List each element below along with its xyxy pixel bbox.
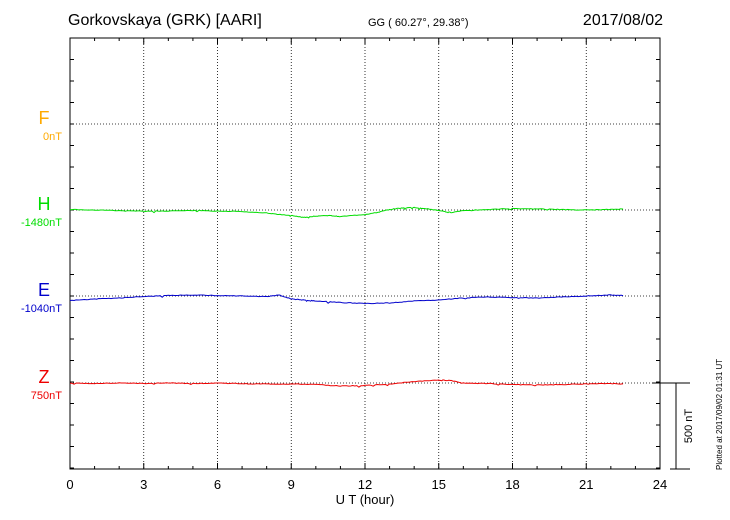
- component-label-f: F: [39, 108, 50, 128]
- x-tick-label: 9: [288, 477, 295, 492]
- plotted-timestamp: Plotted at 2017/09/02 01:31 UT: [715, 358, 724, 470]
- x-tick-label: 21: [579, 477, 593, 492]
- x-tick-label: 0: [66, 477, 73, 492]
- x-tick-label: 24: [653, 477, 667, 492]
- trace-e: [69, 294, 624, 305]
- x-tick-label: 18: [505, 477, 519, 492]
- component-label-z: Z: [39, 367, 50, 387]
- component-label-h: H: [38, 194, 51, 214]
- trace-h: [69, 206, 624, 219]
- x-axis-label: U T (hour): [336, 492, 395, 507]
- station-title: Gorkovskaya (GRK) [AARI]: [68, 12, 262, 29]
- date-label: 2017/08/02: [582, 12, 663, 29]
- coordinates-label: GG ( 60.27°, 29.38°): [368, 17, 469, 29]
- base-label-f: 0nT: [43, 131, 62, 143]
- scale-bar-label: 500 nT: [683, 409, 695, 444]
- base-label-z: 750nT: [31, 390, 62, 402]
- x-tick-label: 3: [140, 477, 147, 492]
- x-tick-label: 15: [432, 477, 446, 492]
- trace-z: [70, 379, 624, 388]
- x-tick-label: 12: [358, 477, 372, 492]
- base-label-h: -1480nT: [21, 217, 62, 229]
- component-label-e: E: [38, 280, 50, 300]
- base-label-e: -1040nT: [21, 303, 62, 315]
- x-tick-label: 6: [214, 477, 221, 492]
